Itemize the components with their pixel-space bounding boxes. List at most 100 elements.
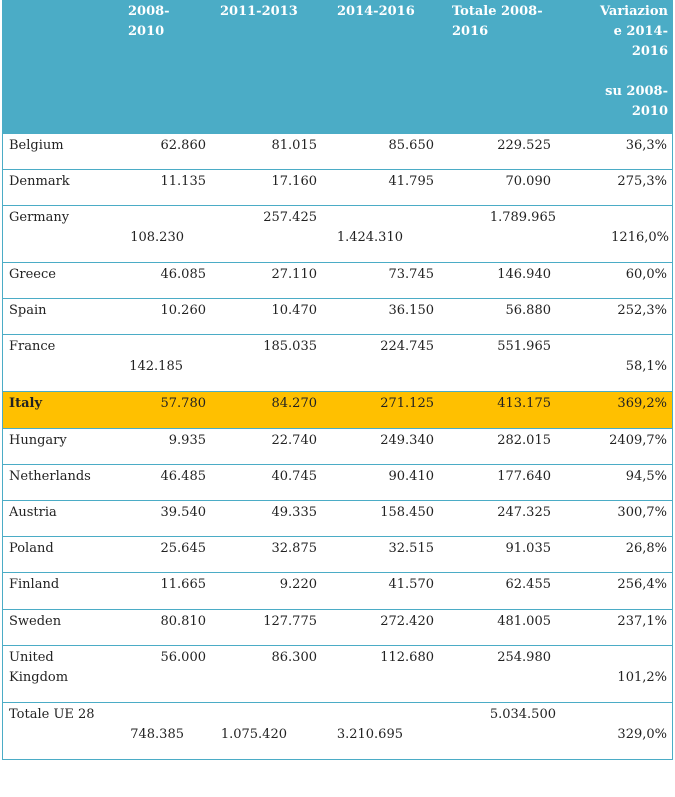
table-cell: 224.745 (380, 339, 434, 354)
table-cell: 1.789.965 (489, 210, 556, 225)
table-row: United Kingdom 56.000 86.300 112.680 254.980… (2, 646, 673, 703)
header-totale: Totale 2008- 2016 (452, 4, 543, 39)
table-cell: 84.270 (271, 396, 318, 411)
table-cell: 86.300 (271, 650, 318, 665)
header-variazione: Variazion e 2014- 2016 su 2008- 2010 (600, 4, 668, 119)
row-label: Denmark (9, 174, 70, 189)
table-cell: 177.640 (497, 469, 551, 484)
table-row: Denmark 11.135 17.160 41.795 70.090 275,3% (2, 170, 673, 206)
table-cell: 32.875 (271, 541, 318, 556)
table-cell: 247.325 (497, 505, 551, 520)
table-cell: 369,2% (617, 396, 667, 411)
table-cell: 36,3% (625, 138, 667, 153)
table-row: France 142.185 185.035 224.745 551.965 58,1% (2, 335, 673, 392)
table-cell: 300,7% (617, 505, 667, 520)
table-cell: 249.340 (380, 433, 434, 448)
table-cell: 94,5% (625, 469, 667, 484)
table-cell: 57.780 (160, 396, 207, 411)
table-cell: 229.525 (497, 138, 551, 153)
table-row: Finland 11.665 9.220 41.570 62.455 256,4% (2, 573, 673, 610)
table-row: Hungary 9.935 22.740 249.340 282.015 2409,7% (2, 429, 673, 465)
table-cell: 10.470 (271, 303, 318, 318)
table-cell: 11.665 (160, 577, 207, 592)
table-cell: 36.150 (388, 303, 435, 318)
table-cell: 1216,0% (611, 230, 669, 245)
row-label: Austria (9, 505, 57, 520)
table-cell: 3.210.695 (336, 727, 403, 742)
table-cell: 142.185 (129, 359, 183, 374)
table-cell: 46.485 (160, 469, 207, 484)
table-cell: 27.110 (271, 267, 318, 282)
row-label: Poland (9, 541, 54, 556)
table-cell: 5.034.500 (489, 707, 556, 722)
table-cell: 40.745 (271, 469, 318, 484)
table-row: Poland 25.645 32.875 32.515 91.035 26,8% (2, 537, 673, 573)
table-cell: 56.000 (160, 650, 207, 665)
table-cell: 9.220 (279, 577, 317, 592)
table-cell: 112.680 (380, 650, 434, 665)
table-cell: 158.450 (380, 505, 434, 520)
table-row: Sweden 80.810 127.775 272.420 481.005 237,1% (2, 610, 673, 646)
table-cell: 256,4% (617, 577, 667, 592)
table-row: Netherlands 46.485 40.745 90.410 177.640 94,5… (2, 465, 673, 501)
row-label: Hungary (9, 433, 67, 448)
table-header: 2008- 2010 2011-2013 2014-2016 Totale 20… (2, 0, 673, 134)
table-cell: 39.540 (160, 505, 207, 520)
table-cell: 282.015 (497, 433, 551, 448)
table-cell: 1.075.420 (220, 727, 287, 742)
table-cell: 22.740 (271, 433, 318, 448)
table-row: Totale UE 28 748.385 1.075.420 3.210.695 5.0… (2, 703, 673, 760)
table-cell: 26,8% (625, 541, 667, 556)
row-label: Greece (9, 267, 56, 282)
table-cell: 272.420 (380, 614, 434, 629)
row-label: Belgium (9, 138, 64, 153)
table-cell: 49.335 (271, 505, 318, 520)
table-cell: 9.935 (168, 433, 206, 448)
table-cell: 185.035 (263, 339, 317, 354)
table-row: Spain 10.260 10.470 36.150 56.880 252,3% (2, 299, 673, 335)
table-cell: 1.424.310 (336, 230, 403, 245)
table-cell: 275,3% (617, 174, 667, 189)
table-cell: 254.980 (497, 650, 551, 665)
table-row: Belgium 62.860 81.015 85.650 229.525 36,3% (2, 134, 673, 170)
table-cell: 81.015 (271, 138, 318, 153)
table-cell: 58,1% (625, 359, 667, 374)
table-cell: 127.775 (263, 614, 317, 629)
table-cell: 32.515 (388, 541, 435, 556)
table-row: Greece 46.085 27.110 73.745 146.940 60,0% (2, 263, 673, 299)
header-2011-2013: 2011-2013 (220, 4, 298, 19)
table-cell: 60,0% (625, 267, 667, 282)
table-cell: 2409,7% (609, 433, 667, 448)
table-cell: 146.940 (497, 267, 551, 282)
row-label: Italy (9, 396, 43, 411)
table-cell: 85.650 (388, 138, 435, 153)
table-cell: 90.410 (388, 469, 435, 484)
table-cell: 41.795 (388, 174, 435, 189)
table-cell: 62.860 (160, 138, 207, 153)
table-row: Germany 108.230 257.425 1.424.310 1.789.965 1… (2, 206, 673, 263)
table-cell: 551.965 (497, 339, 551, 354)
table-cell: 481.005 (497, 614, 551, 629)
table-cell: 17.160 (271, 174, 318, 189)
row-label: Germany (9, 210, 70, 225)
row-label: Totale UE 28 (9, 707, 95, 722)
row-label: France (9, 339, 56, 354)
table-cell: 748.385 (130, 727, 184, 742)
row-label: Finland (9, 577, 60, 592)
table-cell: 11.135 (160, 174, 207, 189)
table-cell: 56.880 (505, 303, 552, 318)
table-cell: 413.175 (497, 396, 551, 411)
table-cell: 101,2% (617, 670, 667, 685)
table-cell: 257.425 (263, 210, 317, 225)
table-row: Italy 57.780 84.270 271.125 413.175 369,2% (2, 392, 673, 429)
row-label: United Kingdom (9, 650, 69, 685)
row-label: Netherlands (9, 469, 91, 484)
row-label: Sweden (9, 614, 62, 629)
table-cell: 10.260 (160, 303, 207, 318)
table-cell: 329,0% (617, 727, 667, 742)
table-cell: 237,1% (617, 614, 667, 629)
table-cell: 91.035 (505, 541, 552, 556)
table-cell: 46.085 (160, 267, 207, 282)
table-cell: 252,3% (617, 303, 667, 318)
table-cell: 80.810 (160, 614, 207, 629)
